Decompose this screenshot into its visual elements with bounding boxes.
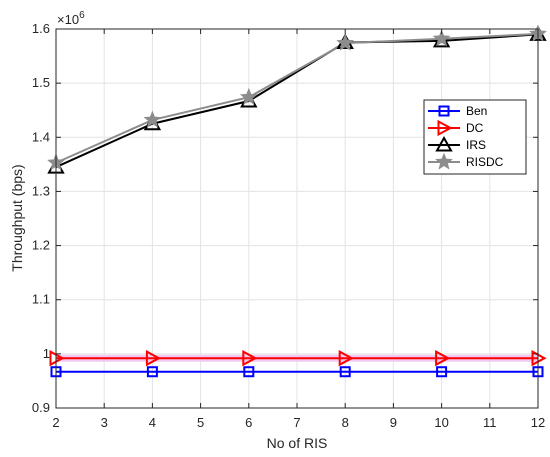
- data-point-ben: [243, 366, 255, 378]
- x-tick-label: 5: [197, 415, 204, 430]
- x-axis-label: No of RIS: [267, 435, 328, 451]
- x-tick-label: 12: [531, 415, 545, 430]
- data-point-risdc: [143, 110, 162, 128]
- x-tick-label: 6: [245, 415, 252, 430]
- y-tick-label: 1.3: [32, 183, 50, 198]
- data-point-dc: [242, 350, 258, 367]
- legend-label: Ben: [466, 104, 487, 118]
- x-tick-label: 10: [434, 415, 448, 430]
- y-tick-labels: 0.9 1 1.1 1.2 1.3 1.4 1.5 1.6: [32, 21, 50, 415]
- series-markers: [47, 24, 547, 378]
- y-exponent-power: 6: [79, 10, 85, 21]
- y-tick-label: 1.6: [32, 21, 50, 36]
- x-tick-label: 2: [52, 415, 59, 430]
- x-tick-label: 9: [390, 415, 397, 430]
- y-tick-label: 1.1: [32, 292, 50, 307]
- axis-ticks: [55, 28, 539, 409]
- data-point-ben: [339, 366, 351, 378]
- series-line-risdc: [55, 32, 539, 164]
- y-axis-label: Throughput (bps): [9, 164, 25, 271]
- legend-marker-irs: [435, 135, 453, 152]
- x-tick-label: 3: [101, 415, 108, 430]
- data-point-ben: [146, 366, 158, 378]
- data-point-dc: [145, 350, 161, 367]
- data-point-dc: [338, 350, 354, 367]
- y-tick-label: 1.4: [32, 129, 50, 144]
- x-tick-label: 7: [293, 415, 300, 430]
- x-tick-label: 8: [342, 415, 349, 430]
- y-exponent-label: ×106: [57, 10, 85, 27]
- x-tick-labels: 2 3 4 5 6 7 8 9 10 11 12: [52, 415, 545, 430]
- legend-label: DC: [466, 121, 484, 135]
- x-tick-label: 11: [483, 415, 497, 430]
- series-lines: [55, 32, 539, 373]
- y-tick-label: 0.9: [32, 400, 50, 415]
- legend-label: RISDC: [466, 155, 504, 169]
- data-point-ben: [436, 366, 448, 378]
- y-tick-label: 1.5: [32, 75, 50, 90]
- legend-label: IRS: [466, 138, 486, 152]
- legend-marker-risdc: [435, 152, 453, 170]
- x-tick-label: 4: [149, 415, 156, 430]
- legend: Ben DC IRS RISDC: [423, 99, 527, 175]
- data-point-risdc: [432, 29, 451, 47]
- legend-marker-ben: [438, 105, 450, 117]
- legend-marker-dc: [437, 119, 453, 137]
- data-point-risdc: [239, 87, 258, 105]
- y-tick-label: 1.2: [32, 238, 50, 253]
- data-point-dc: [435, 350, 451, 367]
- y-tick-label: 1: [43, 346, 50, 361]
- data-point-risdc: [336, 33, 355, 51]
- series-line-irs: [55, 33, 539, 168]
